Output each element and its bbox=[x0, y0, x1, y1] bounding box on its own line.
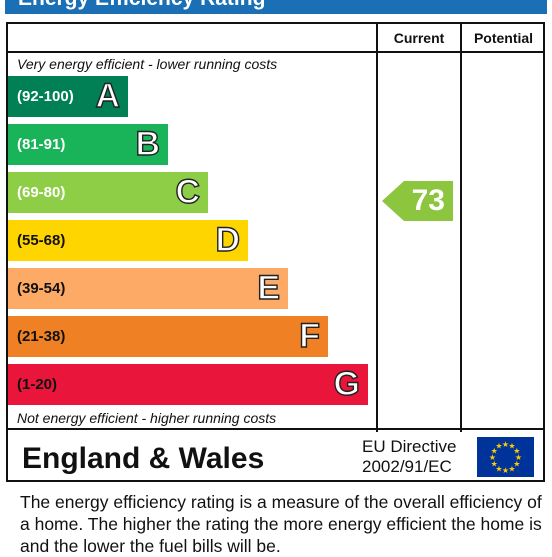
band-range: (1-20) bbox=[17, 376, 58, 393]
bottom-caption: Not energy efficient - higher running co… bbox=[17, 410, 277, 426]
eu-directive: EU Directive 2002/91/EC bbox=[362, 437, 456, 477]
band-letter: F bbox=[299, 316, 321, 355]
eu-star-icon: ★ bbox=[502, 440, 509, 449]
eu-star-icon: ★ bbox=[502, 466, 509, 475]
top-caption: Very energy efficient - lower running co… bbox=[17, 56, 278, 72]
band-letter: D bbox=[215, 220, 241, 259]
title-bar bbox=[5, 0, 547, 14]
current-rating-value: 73 bbox=[411, 184, 445, 217]
potential-column-divider bbox=[460, 22, 462, 432]
band-g: (1-20) G bbox=[8, 364, 368, 405]
band-range: (81-91) bbox=[17, 136, 66, 153]
eu-flag-icon: ★ ★ ★ ★ ★ ★ ★ ★ ★ ★ ★ ★ bbox=[477, 437, 534, 477]
band-letter: E bbox=[257, 268, 281, 307]
eu-star-icon: ★ bbox=[495, 442, 502, 451]
eu-star-icon: ★ bbox=[515, 453, 522, 462]
eu-star-icon: ★ bbox=[491, 460, 498, 469]
directive-line-1: EU Directive bbox=[362, 437, 457, 456]
eu-star-icon: ★ bbox=[508, 464, 515, 473]
band-range: (21-38) bbox=[17, 328, 66, 345]
band-letter: A bbox=[95, 76, 121, 115]
band-letter: C bbox=[175, 172, 201, 211]
band-range: (92-100) bbox=[17, 88, 74, 105]
band-f: (21-38) F bbox=[8, 316, 328, 357]
eu-star-icon: ★ bbox=[508, 442, 515, 451]
band-a: (92-100) A bbox=[8, 76, 128, 117]
eu-star-icon: ★ bbox=[495, 464, 502, 473]
eu-star-icon: ★ bbox=[489, 453, 496, 462]
description: The energy efficiency rating is a measur… bbox=[20, 492, 542, 556]
region-label: England & Wales bbox=[22, 442, 265, 475]
band-letter: B bbox=[135, 124, 161, 163]
eu-star-icon: ★ bbox=[513, 460, 520, 469]
footer-box bbox=[6, 430, 545, 482]
eu-star-icon: ★ bbox=[491, 447, 498, 456]
current-column-divider bbox=[376, 22, 378, 432]
band-letter: G bbox=[333, 364, 361, 403]
chart-title: Energy Efficiency Rating bbox=[18, 0, 265, 9]
band-range: (55-68) bbox=[17, 232, 66, 249]
band-range: (39-54) bbox=[17, 280, 66, 297]
band-range: (69-80) bbox=[17, 184, 66, 201]
directive-line-2: 2002/91/EC bbox=[362, 457, 452, 476]
band-c: (69-80) C bbox=[8, 172, 208, 213]
rating-table bbox=[6, 22, 545, 430]
eu-star-icon: ★ bbox=[513, 447, 520, 456]
band-b: (81-91) B bbox=[8, 124, 168, 165]
band-d: (55-68) D bbox=[8, 220, 248, 261]
current-column-header: Current bbox=[393, 30, 445, 46]
potential-column-header: Potential bbox=[473, 30, 534, 46]
header-divider bbox=[6, 51, 545, 53]
band-e: (39-54) E bbox=[8, 268, 288, 309]
